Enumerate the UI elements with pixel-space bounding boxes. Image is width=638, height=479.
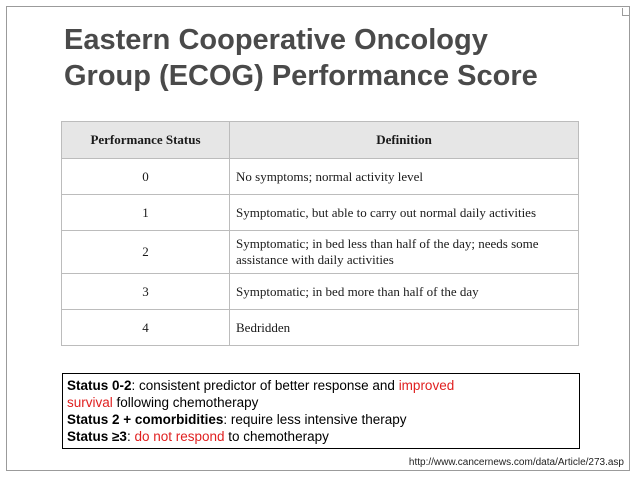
note-2-highlight: survival — [67, 395, 113, 410]
note-1-bold: Status 0-2 — [67, 378, 132, 393]
table-row: 4 Bedridden — [61, 309, 579, 346]
slide-title-line-2: Group (ECOG) Performance Score — [64, 60, 538, 92]
note-2-text: following chemotherapy — [112, 395, 259, 410]
table-header-row: Performance Status Definition — [61, 121, 579, 159]
table-row: 2 Symptomatic; in bed less than half of … — [61, 230, 579, 274]
note-line-2: survival following chemotherapy — [67, 394, 575, 411]
slide-border — [6, 6, 630, 471]
ecog-table: Performance Status Definition 0 No sympt… — [61, 121, 579, 346]
note-4-text-a: : — [126, 429, 135, 444]
note-3-text: : require less intensive therapy — [223, 412, 407, 427]
note-4-highlight: do not respond — [134, 429, 225, 444]
slide-title: Eastern Cooperative Oncology Group (ECOG… — [64, 22, 624, 94]
note-line-1: Status 0-2: consistent predictor of bett… — [67, 377, 575, 394]
source-url: http://www.cancernews.com/data/Article/2… — [408, 457, 624, 468]
table-row: 1 Symptomatic, but able to carry out nor… — [61, 194, 579, 231]
note-1-text: : consistent predictor of better respons… — [131, 378, 399, 393]
status-cell: 0 — [61, 158, 230, 195]
definition-cell: Symptomatic; in bed more than half of th… — [229, 273, 579, 310]
status-cell: 4 — [61, 309, 230, 346]
note-line-4: Status ≥3: do not respond to chemotherap… — [67, 428, 575, 445]
table-row: 3 Symptomatic; in bed more than half of … — [61, 273, 579, 310]
definition-cell: Bedridden — [229, 309, 579, 346]
corner-mark — [622, 8, 630, 16]
header-definition: Definition — [229, 121, 579, 159]
notes-box: Status 0-2: consistent predictor of bett… — [62, 373, 580, 449]
note-4-text-b: to chemotherapy — [224, 429, 329, 444]
definition-cell: No symptoms; normal activity level — [229, 158, 579, 195]
status-cell: 3 — [61, 273, 230, 310]
table-row: 0 No symptoms; normal activity level — [61, 158, 579, 195]
definition-cell: Symptomatic; in bed less than half of th… — [229, 230, 579, 274]
slide-title-line-1: Eastern Cooperative Oncology — [64, 24, 488, 56]
note-1-highlight: improved — [398, 378, 455, 393]
note-4-bold: Status ≥3 — [67, 429, 127, 444]
header-performance-status: Performance Status — [61, 121, 230, 159]
status-cell: 2 — [61, 230, 230, 274]
status-cell: 1 — [61, 194, 230, 231]
note-line-3: Status 2 + comorbidities: require less i… — [67, 411, 575, 428]
definition-cell: Symptomatic, but able to carry out norma… — [229, 194, 579, 231]
note-3-bold: Status 2 + comorbidities — [67, 412, 224, 427]
